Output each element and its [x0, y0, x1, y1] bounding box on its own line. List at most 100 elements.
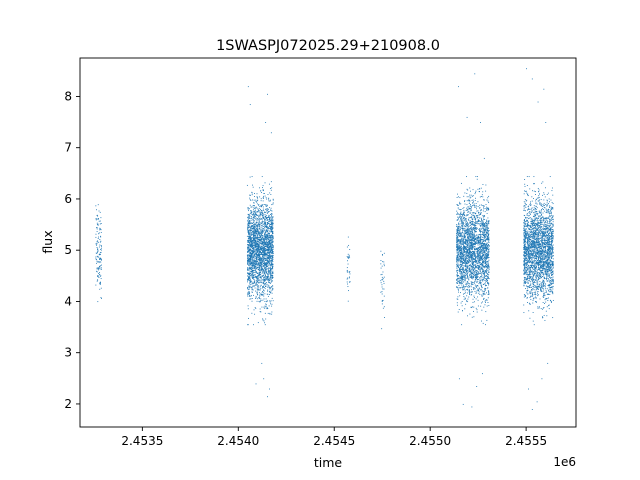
data-point — [252, 267, 254, 269]
data-point — [463, 244, 465, 246]
data-point — [262, 220, 263, 222]
data-point — [258, 231, 260, 233]
data-point — [462, 242, 464, 244]
data-point — [467, 254, 469, 256]
data-point — [247, 251, 248, 253]
data-point — [249, 244, 251, 246]
data-point — [469, 251, 471, 252]
data-point — [471, 241, 473, 243]
data-point — [259, 223, 260, 225]
data-point — [251, 258, 253, 260]
data-point — [467, 239, 469, 241]
data-point — [482, 268, 484, 270]
data-point — [459, 257, 461, 258]
data-point — [483, 248, 485, 250]
data-point — [476, 272, 478, 274]
data-point — [469, 256, 471, 258]
data-point — [259, 196, 261, 198]
data-point — [248, 278, 250, 280]
data-point — [272, 260, 274, 262]
data-point — [380, 263, 382, 265]
data-point — [259, 225, 260, 227]
data-point — [258, 228, 260, 230]
data-point — [466, 257, 468, 259]
data-point — [256, 276, 258, 278]
data-point — [460, 259, 461, 261]
data-point — [263, 283, 265, 285]
data-point — [488, 283, 490, 285]
data-point — [482, 270, 484, 272]
data-point — [485, 243, 487, 245]
data-point — [266, 204, 268, 206]
data-point — [469, 291, 470, 293]
data-point — [268, 183, 270, 185]
data-point — [464, 275, 466, 277]
data-point — [485, 252, 487, 254]
data-point — [269, 249, 271, 250]
data-point — [255, 244, 257, 246]
data-point — [459, 272, 461, 274]
data-point — [256, 282, 258, 284]
data-point — [475, 261, 477, 263]
data-point — [263, 270, 265, 272]
data-point — [262, 286, 264, 287]
data-point — [488, 221, 490, 223]
data-point — [259, 248, 261, 250]
data-point — [483, 247, 485, 249]
data-point — [257, 246, 259, 248]
data-point — [473, 232, 475, 234]
data-point — [485, 288, 487, 289]
data-point — [486, 208, 488, 210]
data-point — [259, 251, 261, 253]
data-point — [482, 251, 484, 253]
data-point — [100, 275, 102, 277]
data-point — [346, 246, 348, 248]
data-point — [253, 222, 255, 223]
data-point — [99, 257, 101, 259]
data-point — [261, 229, 263, 231]
data-point — [256, 221, 257, 223]
data-point — [466, 244, 468, 246]
data-point — [474, 253, 476, 255]
data-point — [248, 222, 250, 223]
data-point — [248, 246, 250, 248]
data-point — [261, 247, 262, 249]
data-point — [382, 271, 384, 273]
data-point — [269, 255, 271, 257]
data-point — [265, 238, 267, 240]
data-point — [487, 263, 489, 265]
data-point — [259, 227, 261, 229]
data-point — [256, 258, 258, 260]
data-point — [272, 203, 274, 205]
data-point — [482, 290, 484, 292]
data-point — [262, 243, 264, 244]
data-point — [348, 256, 349, 258]
data-point — [462, 235, 464, 237]
data-point — [264, 219, 266, 221]
data-point — [483, 249, 484, 251]
data-point — [248, 295, 250, 296]
data-point — [473, 243, 475, 245]
data-point — [469, 197, 471, 199]
data-point — [461, 257, 463, 259]
data-point — [255, 237, 257, 239]
data-point — [470, 252, 472, 254]
data-point — [251, 226, 253, 228]
data-point — [480, 268, 481, 270]
data-point — [456, 274, 458, 276]
data-point — [266, 220, 268, 222]
data-point — [268, 245, 270, 247]
data-point — [258, 288, 260, 290]
data-point — [262, 291, 263, 292]
data-point — [488, 220, 490, 222]
data-point — [472, 287, 474, 289]
data-point — [263, 251, 265, 253]
data-point — [261, 276, 263, 278]
data-point — [247, 260, 248, 261]
data-point — [458, 246, 460, 248]
data-point — [475, 285, 477, 287]
data-point — [259, 297, 261, 299]
data-point — [253, 234, 255, 236]
data-point — [467, 229, 469, 231]
data-point — [262, 230, 264, 232]
